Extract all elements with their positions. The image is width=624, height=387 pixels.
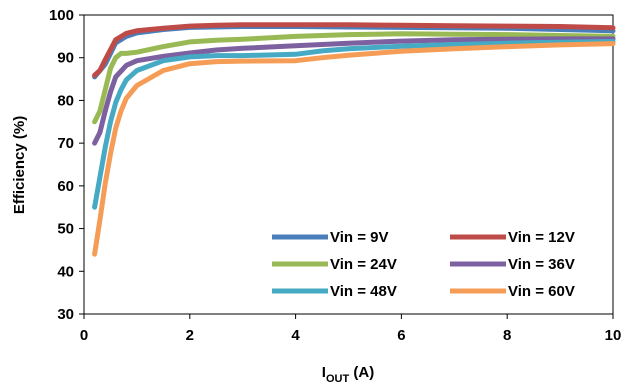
legend-label: Vin = 36V bbox=[508, 256, 575, 273]
x-tick-label: 8 bbox=[503, 327, 511, 344]
x-axis-title-subscript: OUT bbox=[326, 373, 350, 385]
x-axis-title: IOUT (A) bbox=[322, 364, 374, 385]
x-axis-ticks: 0 2 4 6 8 10 bbox=[80, 314, 622, 344]
x-tick-label: 4 bbox=[291, 327, 300, 344]
y-axis-title: Efficiency (%) bbox=[11, 116, 28, 214]
series-line-4 bbox=[92, 36, 616, 146]
legend-label: Vin = 12V bbox=[508, 229, 575, 246]
legend-label: Vin = 24V bbox=[330, 256, 397, 273]
y-tick-label: 60 bbox=[57, 178, 74, 195]
y-tick-label: 70 bbox=[57, 135, 74, 152]
x-tick-label: 2 bbox=[186, 327, 194, 344]
x-axis-title-unit: (A) bbox=[349, 364, 374, 381]
series-lines bbox=[92, 22, 616, 257]
y-tick-label: 80 bbox=[57, 92, 74, 109]
x-axis-title-main: I bbox=[322, 364, 326, 381]
y-tick-label: 100 bbox=[49, 7, 74, 24]
y-tick-label: 50 bbox=[57, 221, 74, 238]
series-line-6 bbox=[92, 41, 616, 257]
series-line-5 bbox=[92, 39, 616, 210]
legend-label: Vin = 60V bbox=[508, 283, 575, 300]
y-tick-label: 90 bbox=[57, 50, 74, 67]
series-line-3 bbox=[92, 31, 616, 125]
x-tick-label: 6 bbox=[397, 327, 405, 344]
y-tick-label: 30 bbox=[57, 306, 74, 323]
y-axis-ticks: 30 40 50 60 70 80 90 100 bbox=[49, 7, 84, 323]
legend-label: Vin = 9V bbox=[330, 229, 389, 246]
series-line-2 bbox=[92, 22, 616, 78]
legend: Vin = 9V Vin = 12V Vin = 24V Vin = 36V Vin =… bbox=[258, 218, 603, 304]
x-tick-label: 10 bbox=[605, 327, 622, 344]
x-tick-label: 0 bbox=[80, 327, 88, 344]
legend-label: Vin = 48V bbox=[330, 283, 397, 300]
y-tick-label: 40 bbox=[57, 263, 74, 280]
